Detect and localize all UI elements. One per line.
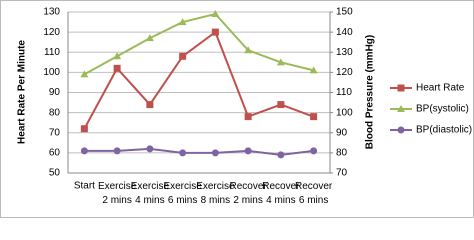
data-point <box>80 125 88 133</box>
y-tick-label: 100 <box>43 67 60 78</box>
x-tick-label: Recover 2 mins <box>230 181 268 206</box>
data-point <box>310 147 318 155</box>
series-line <box>84 147 314 156</box>
y2-tick-label: 70 <box>336 168 348 179</box>
data-point <box>309 66 318 74</box>
y-axis-title: Heart Rate Per Minute <box>17 40 28 144</box>
y2-tick-label: 110 <box>336 87 352 98</box>
data-point <box>244 113 252 121</box>
legend-label: BP(systolic) <box>416 104 469 115</box>
data-point <box>211 10 220 18</box>
legend-marker <box>397 126 405 134</box>
data-point <box>211 28 219 36</box>
data-point <box>146 101 154 109</box>
y-tick-label: 120 <box>43 27 60 38</box>
data-point <box>113 64 121 72</box>
x-tick-label: Start <box>74 181 95 192</box>
y-tick-label: 70 <box>49 127 61 138</box>
y-tick-label: 110 <box>44 47 60 58</box>
y-tick-label: 130 <box>43 7 60 18</box>
data-point <box>113 52 122 60</box>
data-point <box>179 149 187 157</box>
y-tick-label: 60 <box>49 148 61 159</box>
data-point <box>145 34 154 42</box>
legend-label: Heart Rate <box>416 83 465 94</box>
legend-marker <box>397 84 405 92</box>
data-point <box>244 46 253 54</box>
data-point <box>211 149 219 157</box>
x-tick-label: Exercise 4 mins <box>131 181 170 206</box>
y2-tick-label: 140 <box>336 27 353 38</box>
data-point <box>179 52 187 60</box>
data-point <box>80 70 89 78</box>
y2-tick-label: 130 <box>336 47 353 58</box>
y2-tick-label: 120 <box>336 67 353 78</box>
data-point <box>277 101 285 109</box>
x-tick-label: Recover 4 mins <box>262 181 300 206</box>
x-tick-label: Exercise 2 mins <box>98 181 137 206</box>
data-point <box>113 147 121 155</box>
x-tick-label: Exercise 8 mins <box>196 181 235 206</box>
series-line <box>83 30 314 130</box>
data-point <box>310 113 318 121</box>
series-line <box>83 12 314 76</box>
y-tick-label: 50 <box>49 168 61 179</box>
legend-marker <box>397 105 405 112</box>
data-point <box>244 147 252 155</box>
data-point <box>146 145 154 153</box>
data-point <box>80 147 88 155</box>
x-tick-label: Recover 6 mins <box>295 181 333 206</box>
data-point <box>178 18 187 26</box>
chart: Heart Rate Per Minute Blood Pressure (mm… <box>0 0 474 218</box>
y2-tick-label: 90 <box>336 127 348 138</box>
data-point <box>277 151 285 159</box>
y2-tick-label: 100 <box>336 107 353 118</box>
y2-tick-label: 80 <box>336 148 348 159</box>
data-point <box>276 58 285 66</box>
y2-axis-title: Blood Pressure (mmHg) <box>365 35 376 149</box>
y-tick-label: 90 <box>49 87 61 98</box>
legend-label: BP(diastolic) <box>416 125 472 136</box>
x-tick-label: Exercise 6 mins <box>163 181 202 206</box>
y-tick-label: 80 <box>49 107 61 118</box>
y2-tick-label: 150 <box>336 7 353 18</box>
